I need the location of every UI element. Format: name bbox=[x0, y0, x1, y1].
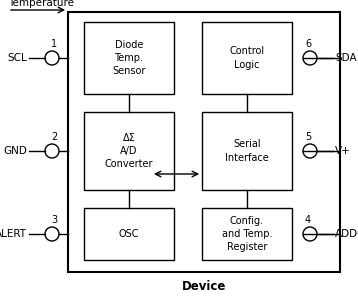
Text: Diode
Temp.
Sensor: Diode Temp. Sensor bbox=[112, 40, 146, 76]
Bar bbox=[84, 112, 174, 190]
Text: 4: 4 bbox=[305, 215, 311, 225]
Text: Device: Device bbox=[182, 279, 226, 293]
Text: Config.
and Temp.
Register: Config. and Temp. Register bbox=[222, 216, 272, 252]
Bar bbox=[84, 22, 174, 94]
Text: OSC: OSC bbox=[119, 229, 139, 239]
Text: SDA: SDA bbox=[335, 53, 357, 63]
Text: 2: 2 bbox=[51, 132, 57, 142]
Bar bbox=[84, 208, 174, 260]
Text: Temperature: Temperature bbox=[8, 0, 74, 8]
Text: Control
Logic: Control Logic bbox=[229, 47, 265, 69]
Text: V+: V+ bbox=[335, 146, 351, 156]
Text: SCL: SCL bbox=[7, 53, 27, 63]
Text: GND: GND bbox=[3, 146, 27, 156]
Text: 5: 5 bbox=[305, 132, 311, 142]
Text: ADD0: ADD0 bbox=[335, 229, 358, 239]
Text: 6: 6 bbox=[305, 39, 311, 49]
Bar bbox=[68, 12, 340, 272]
Text: ALERT: ALERT bbox=[0, 229, 27, 239]
Bar bbox=[202, 208, 292, 260]
Text: ΔΣ
A/D
Converter: ΔΣ A/D Converter bbox=[105, 133, 153, 169]
Bar bbox=[202, 22, 292, 94]
Text: 3: 3 bbox=[51, 215, 57, 225]
Text: 1: 1 bbox=[51, 39, 57, 49]
Bar bbox=[202, 112, 292, 190]
Text: Serial
Interface: Serial Interface bbox=[225, 140, 269, 162]
